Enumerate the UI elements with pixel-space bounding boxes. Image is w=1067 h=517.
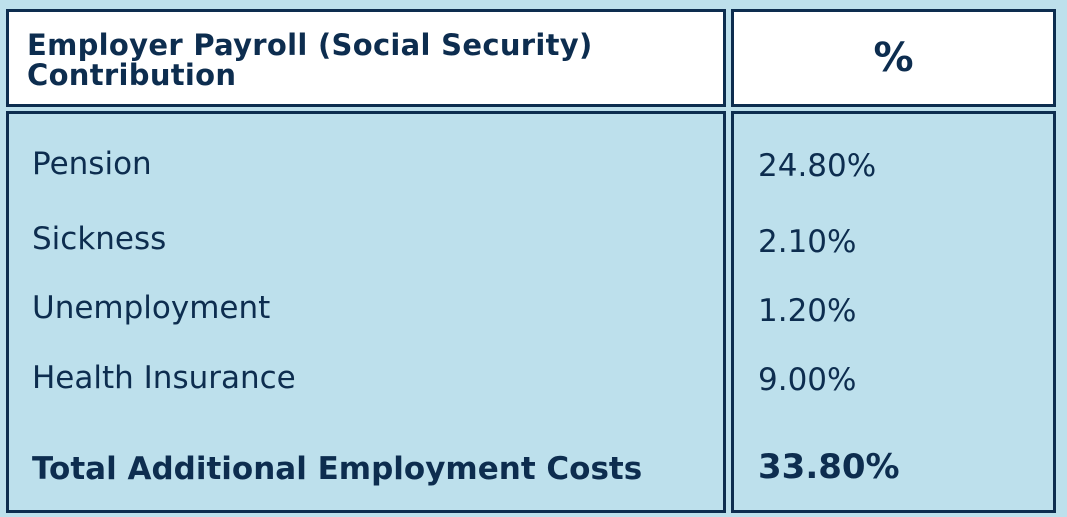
total-label: Total Additional Employment Costs [32, 451, 643, 487]
row-value-sickness: 2.10% [758, 224, 857, 260]
labels-column: Pension Sickness Unemployment Health Ins… [6, 111, 726, 513]
values-column: 24.80% 2.10% 1.20% 9.00% 33.80% [731, 111, 1056, 513]
header-title-line1: Employer Payroll (Social Security) [27, 28, 593, 62]
header-title-line2: Contribution [27, 58, 237, 92]
header-percent: % [873, 35, 914, 81]
total-value: 33.80% [758, 447, 900, 487]
header-label-cell: Employer Payroll (Social Security) Contr… [6, 9, 726, 107]
row-label-health-insurance: Health Insurance [32, 360, 296, 396]
header-value-cell: % [731, 9, 1056, 107]
row-value-unemployment: 1.20% [758, 293, 857, 329]
header-title: Employer Payroll (Social Security) Contr… [27, 30, 593, 90]
row-label-unemployment: Unemployment [32, 290, 271, 326]
row-label-pension: Pension [32, 146, 152, 182]
row-value-pension: 24.80% [758, 148, 877, 184]
row-label-sickness: Sickness [32, 221, 167, 257]
row-value-health-insurance: 9.00% [758, 362, 857, 398]
